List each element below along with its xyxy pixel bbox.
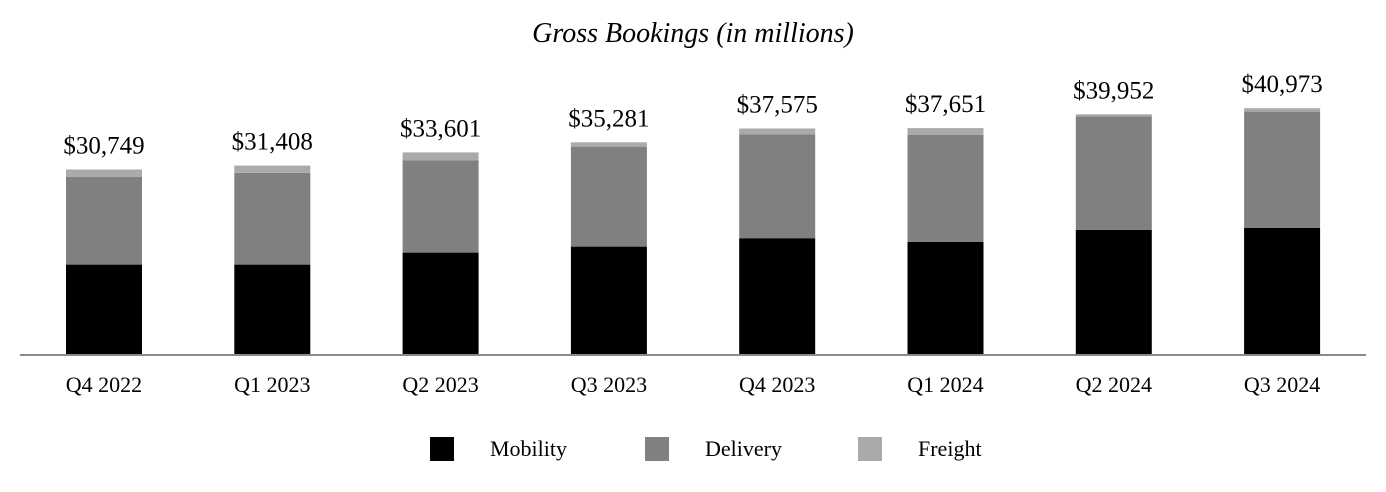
total-label-6: $39,952 [1073, 77, 1154, 104]
total-label-5: $37,651 [905, 91, 986, 118]
x-tick-label-2: Q2 2023 [402, 372, 478, 397]
bar-segment-mobility-3 [570, 246, 647, 354]
bar-segment-mobility-7 [1244, 228, 1321, 354]
total-label-group: $30,749 $31,408 $33,601 $35,281 $37,575 $37,6… [63, 71, 1322, 159]
total-label-2: $33,601 [400, 115, 481, 142]
bar-segment-freight-5 [907, 128, 984, 135]
bar-segment-delivery-6 [1075, 116, 1152, 230]
bar-segment-delivery-5 [907, 135, 984, 242]
total-label-1: $31,408 [232, 129, 313, 156]
bar-stack-group [66, 108, 1321, 354]
x-tick-label-3: Q3 2023 [571, 372, 647, 397]
bar-segment-delivery-0 [66, 177, 142, 265]
bar-segment-delivery-4 [739, 134, 816, 239]
bar-segment-freight-1 [234, 165, 311, 173]
legend-label-freight: Freight [918, 436, 982, 461]
bar-segment-freight-7 [1244, 108, 1321, 112]
bar-segment-delivery-3 [570, 147, 647, 247]
x-tick-label-7: Q3 2024 [1244, 372, 1320, 397]
bar-segment-mobility-6 [1075, 229, 1152, 354]
bar-segment-mobility-0 [66, 264, 142, 354]
bar-segment-freight-6 [1075, 114, 1152, 117]
legend-label-mobility: Mobility [490, 436, 567, 461]
bar-segment-freight-3 [570, 142, 647, 147]
bar-segment-delivery-2 [402, 160, 479, 253]
legend-swatch-mobility [430, 437, 454, 461]
total-label-4: $37,575 [737, 92, 818, 119]
legend-label-delivery: Delivery [705, 436, 782, 461]
total-label-7: $40,973 [1241, 71, 1322, 98]
x-tick-label-0: Q4 2022 [66, 372, 142, 397]
total-label-0: $30,749 [63, 133, 144, 160]
x-tick-label-6: Q2 2024 [1076, 372, 1152, 397]
bar-segment-mobility-5 [907, 241, 984, 354]
bar-segment-freight-0 [66, 169, 142, 177]
bar-segment-mobility-4 [739, 238, 816, 354]
bar-segment-delivery-7 [1244, 111, 1321, 228]
bar-segment-freight-4 [739, 128, 816, 135]
legend-swatch-delivery [645, 437, 669, 461]
x-tick-label-1: Q1 2023 [234, 372, 310, 397]
x-tick-group: Q4 2022 Q1 2023 Q2 2023 Q3 2023 Q4 2023 Q1 20… [66, 372, 1320, 397]
bar-segment-delivery-1 [234, 172, 311, 265]
x-tick-label-5: Q1 2024 [907, 372, 983, 397]
total-label-3: $35,281 [568, 105, 649, 132]
legend: Mobility Delivery Freight [430, 436, 982, 461]
bar-segment-mobility-1 [234, 264, 311, 354]
legend-swatch-freight [858, 437, 882, 461]
x-tick-label-4: Q4 2023 [739, 372, 815, 397]
bar-segment-freight-2 [402, 152, 479, 161]
chart-title: Gross Bookings (in millions) [532, 18, 854, 49]
bar-segment-mobility-2 [402, 252, 479, 354]
